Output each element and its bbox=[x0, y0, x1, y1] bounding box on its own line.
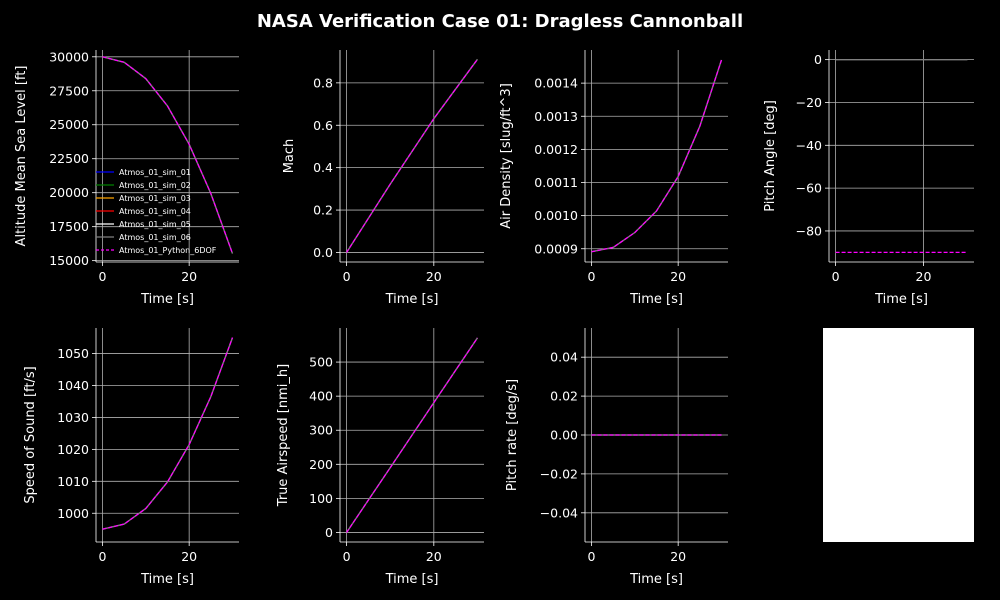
y-tick-label: −0.02 bbox=[540, 466, 578, 481]
y-tick-label: 300 bbox=[309, 423, 333, 438]
y-axis-label: True Airspeed [nmi_h] bbox=[276, 364, 291, 507]
legend-label: Atmos_01_Python_6DOF bbox=[119, 246, 217, 255]
y-tick-label: 200 bbox=[309, 457, 333, 472]
y-tick-label: 0.0 bbox=[313, 245, 333, 260]
y-tick-label: −0.04 bbox=[540, 505, 578, 520]
y-axis-label: Mach bbox=[282, 139, 297, 174]
x-tick-label: 20 bbox=[426, 269, 442, 284]
y-tick-label: 27500 bbox=[49, 83, 89, 98]
y-tick-label: 0.04 bbox=[550, 350, 578, 365]
y-tick-label: 0.0009 bbox=[534, 241, 578, 256]
y-tick-label: 400 bbox=[309, 389, 333, 404]
y-tick-label: 1020 bbox=[57, 442, 89, 457]
y-tick-label: 1040 bbox=[57, 378, 89, 393]
y-axis-label: Pitch Angle [deg] bbox=[763, 100, 778, 212]
series-line-Atmos_01_Python_6DOF bbox=[346, 337, 478, 533]
x-tick-label: 0 bbox=[99, 549, 107, 564]
y-tick-label: 0.4 bbox=[313, 160, 333, 175]
y-tick-label: 0.02 bbox=[550, 389, 578, 404]
x-axis-label: Time [s] bbox=[385, 572, 439, 587]
y-tick-label: 0.0014 bbox=[534, 76, 578, 91]
y-tick-label: 30000 bbox=[49, 49, 89, 64]
x-tick-label: 20 bbox=[670, 549, 686, 564]
subplot-density: 0 20 0.0009 0.0010 0.0011 0.0012 0.0013 0.0014 T… bbox=[499, 50, 728, 307]
subplot-pitch_rate: 0 20 −0.04 −0.02 0.00 0.02 0.04 Time [s] Pitch r… bbox=[505, 328, 728, 587]
subplot-speed_of_sound: 0 20 1000 1010 1020 1030 1040 1050 Time [s] Speed… bbox=[23, 328, 239, 587]
legend-label: Atmos_01_sim_02 bbox=[119, 181, 191, 190]
legend-label: Atmos_01_sim_04 bbox=[119, 207, 191, 216]
figure-title: NASA Verification Case 01: Dragless Cann… bbox=[257, 11, 743, 32]
series-line-Atmos_01_Python_6DOF bbox=[591, 59, 723, 253]
legend-label: Atmos_01_sim_05 bbox=[119, 220, 191, 229]
x-axis-label: Time [s] bbox=[385, 292, 439, 307]
x-tick-label: 20 bbox=[181, 269, 197, 284]
y-tick-label: 17500 bbox=[49, 219, 89, 234]
y-tick-label: 1050 bbox=[57, 346, 89, 361]
y-axis-label: Pitch rate [deg/s] bbox=[505, 379, 520, 491]
x-tick-label: 0 bbox=[99, 269, 107, 284]
x-tick-label: 0 bbox=[343, 269, 351, 284]
x-tick-label: 0 bbox=[588, 549, 596, 564]
y-tick-label: 0 bbox=[325, 525, 333, 540]
y-axis-label: Altitude Mean Sea Level [ft] bbox=[14, 66, 29, 247]
y-tick-label: 0.8 bbox=[313, 75, 333, 90]
legend-label: Atmos_01_sim_01 bbox=[119, 168, 191, 177]
y-axis-label: Air Density [slug/ft^3] bbox=[499, 83, 514, 229]
y-axis-label: Speed of Sound [ft/s] bbox=[23, 366, 38, 503]
subplot-pitch_angle: 0 20 0 −20 −40 −60 −80 Time [s] Pitch Angle [deg… bbox=[763, 50, 974, 307]
y-tick-label: 500 bbox=[309, 355, 333, 370]
legend-label: Atmos_01_sim_03 bbox=[119, 194, 191, 203]
y-tick-label: −40 bbox=[796, 138, 822, 153]
series-line-Atmos_01_Python_6DOF bbox=[102, 56, 234, 254]
x-axis-label: Time [s] bbox=[874, 292, 928, 307]
legend-label: Atmos_01_sim_06 bbox=[119, 233, 191, 242]
y-tick-label: 1030 bbox=[57, 410, 89, 425]
x-tick-label: 0 bbox=[343, 549, 351, 564]
series-line-Atmos_01_sim_01 bbox=[102, 337, 234, 530]
x-tick-label: 20 bbox=[181, 549, 197, 564]
y-tick-label: −60 bbox=[796, 181, 822, 196]
y-tick-label: 1010 bbox=[57, 474, 89, 489]
y-tick-label: 0.0013 bbox=[534, 109, 578, 124]
y-tick-label: 1000 bbox=[57, 506, 89, 521]
y-tick-label: 25000 bbox=[49, 117, 89, 132]
y-tick-label: 20000 bbox=[49, 185, 89, 200]
x-tick-label: 20 bbox=[670, 269, 686, 284]
y-tick-label: 0.2 bbox=[313, 203, 333, 218]
x-axis-label: Time [s] bbox=[140, 572, 194, 587]
x-tick-label: 0 bbox=[588, 269, 596, 284]
subplot-altitude: 0 20 15000 17500 20000 22500 25000 27500 30000 Ti… bbox=[14, 49, 239, 307]
y-tick-label: 0.6 bbox=[313, 118, 333, 133]
subplot-mach: 0 20 0.0 0.2 0.4 0.6 0.8 Time [s] Mach bbox=[282, 50, 484, 307]
y-tick-label: 0.0010 bbox=[534, 208, 578, 223]
x-axis-label: Time [s] bbox=[629, 572, 683, 587]
y-tick-label: 22500 bbox=[49, 151, 89, 166]
series-line-Atmos_01_Python_6DOF bbox=[346, 58, 478, 253]
x-tick-label: 20 bbox=[426, 549, 442, 564]
y-tick-label: 0 bbox=[814, 52, 822, 67]
y-tick-label: −20 bbox=[796, 95, 822, 110]
y-tick-label: 15000 bbox=[49, 253, 89, 268]
legend: Atmos_01_sim_01 Atmos_01_sim_02 Atmos_01_s… bbox=[96, 168, 217, 255]
x-tick-label: 0 bbox=[832, 269, 840, 284]
x-axis-label: Time [s] bbox=[140, 292, 194, 307]
y-tick-label: −80 bbox=[796, 223, 822, 238]
x-tick-label: 20 bbox=[916, 269, 932, 284]
y-tick-label: 0.0012 bbox=[534, 142, 578, 157]
y-tick-label: 0.00 bbox=[550, 428, 578, 443]
y-tick-label: 100 bbox=[309, 491, 333, 506]
x-axis-label: Time [s] bbox=[629, 292, 683, 307]
blank-panel bbox=[823, 328, 974, 542]
y-tick-label: 0.0011 bbox=[534, 175, 578, 190]
